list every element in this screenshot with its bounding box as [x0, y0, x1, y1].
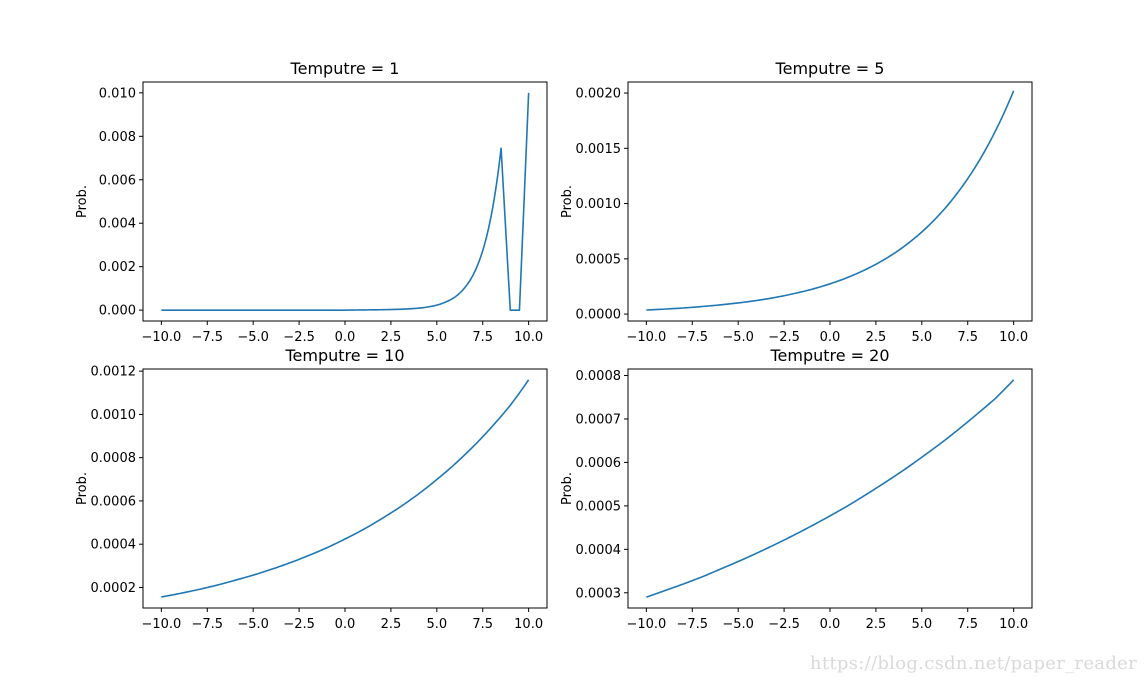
- y-tick-label: 0.0000: [576, 308, 622, 323]
- y-tick-label: 0.0010: [91, 408, 137, 423]
- series-line: [161, 379, 530, 598]
- axes-frame: [142, 81, 548, 322]
- y-tick-label: 0.002: [99, 260, 136, 275]
- y-tick-label: 0.010: [99, 86, 136, 101]
- x-tick-label: −2.5: [768, 617, 800, 632]
- y-tick-label: 0.0003: [576, 586, 622, 601]
- x-tick-label: −10.0: [626, 617, 666, 632]
- x-tick-label: 2.5: [381, 330, 402, 345]
- x-tick-label: 10.0: [999, 330, 1028, 345]
- y-tick-label: 0.004: [99, 217, 136, 232]
- x-tick-label: −7.5: [676, 617, 708, 632]
- y-tick-label: 0.0012: [91, 365, 137, 380]
- x-tick-label: 5.0: [426, 617, 447, 632]
- y-axis-label: Prob.: [75, 185, 90, 218]
- subplot-title: Temputre = 20: [769, 346, 889, 365]
- x-tick-label: 5.0: [911, 330, 932, 345]
- x-tick-label: −5.0: [722, 617, 754, 632]
- x-tick-label: 10.0: [999, 617, 1028, 632]
- subplot-3: Temputre = 10 Prob. −10.0 −7.5 −5.0 −2.5 0.0 2.…: [75, 346, 548, 632]
- y-tick-label: 0.006: [99, 173, 136, 188]
- x-tick-label: −10.0: [141, 330, 181, 345]
- y-tick-label: 0.0005: [576, 499, 622, 514]
- subplot-title: Temputre = 1: [290, 59, 400, 78]
- y-tick-label: 0.0002: [91, 581, 137, 596]
- axes-frame: [627, 81, 1033, 322]
- subplot-title: Temputre = 10: [284, 346, 404, 365]
- x-tick-label: −7.5: [191, 330, 223, 345]
- x-tick-label: 7.5: [472, 330, 493, 345]
- x-tick-label: 2.5: [381, 617, 402, 632]
- y-tick-label: 0.0010: [576, 197, 622, 212]
- x-tick-label: 10.0: [514, 330, 543, 345]
- y-tick-label: 0.0006: [576, 456, 622, 471]
- y-tick-label: 0.0008: [576, 369, 622, 384]
- x-tick-label: 0.0: [820, 617, 841, 632]
- x-tick-label: 10.0: [514, 617, 543, 632]
- watermark-text: https://blog.csdn.net/paper_reader: [809, 653, 1137, 674]
- subplot-1: Temputre = 1 Prob. −10.0 −7.5 −5.0 −2.5 0.0 2.5…: [75, 59, 548, 345]
- subplot-2: Temputre = 5 Prob. −10.0 −7.5 −5.0 −2.5 0.0 2.5…: [560, 59, 1033, 345]
- x-tick-label: 0.0: [335, 330, 356, 345]
- y-tick-label: 0.0020: [576, 87, 622, 102]
- y-axis-label: Prob.: [560, 472, 575, 505]
- x-tick-label: 2.5: [866, 617, 887, 632]
- x-tick-label: 5.0: [426, 330, 447, 345]
- series-line: [161, 92, 530, 311]
- series-line: [646, 379, 1015, 598]
- subplot-4: Temputre = 20 Prob. −10.0 −7.5 −5.0 −2.5 0.0 2.…: [560, 346, 1033, 632]
- x-tick-label: 0.0: [820, 330, 841, 345]
- x-tick-label: −2.5: [283, 330, 315, 345]
- y-tick-label: 0.0004: [91, 538, 137, 553]
- x-tick-label: 7.5: [472, 617, 493, 632]
- x-tick-label: −10.0: [141, 617, 181, 632]
- x-tick-label: 0.0: [335, 617, 356, 632]
- axes-frame: [627, 368, 1033, 609]
- y-axis-label: Prob.: [560, 185, 575, 218]
- y-tick-label: 0.0004: [576, 543, 622, 558]
- y-tick-label: 0.0006: [91, 494, 137, 509]
- x-tick-label: −5.0: [237, 617, 269, 632]
- x-tick-label: −5.0: [722, 330, 754, 345]
- y-axis-label: Prob.: [75, 472, 90, 505]
- x-tick-label: 5.0: [911, 617, 932, 632]
- y-tick-label: 0.0005: [576, 252, 622, 267]
- x-tick-label: 7.5: [957, 330, 978, 345]
- axes-frame: [142, 368, 548, 609]
- y-tick-label: 0.008: [99, 130, 136, 145]
- y-tick-label: 0.0008: [91, 451, 137, 466]
- x-tick-label: −5.0: [237, 330, 269, 345]
- x-tick-label: −10.0: [626, 330, 666, 345]
- x-tick-label: −7.5: [191, 617, 223, 632]
- x-tick-label: −2.5: [283, 617, 315, 632]
- x-tick-label: 7.5: [957, 617, 978, 632]
- subplot-title: Temputre = 5: [775, 59, 885, 78]
- x-tick-label: 2.5: [866, 330, 887, 345]
- series-line: [646, 90, 1015, 311]
- y-tick-label: 0.0015: [576, 142, 622, 157]
- x-tick-label: −7.5: [676, 330, 708, 345]
- y-tick-label: 0.000: [99, 304, 136, 319]
- x-tick-label: −2.5: [768, 330, 800, 345]
- y-tick-label: 0.0007: [576, 412, 622, 427]
